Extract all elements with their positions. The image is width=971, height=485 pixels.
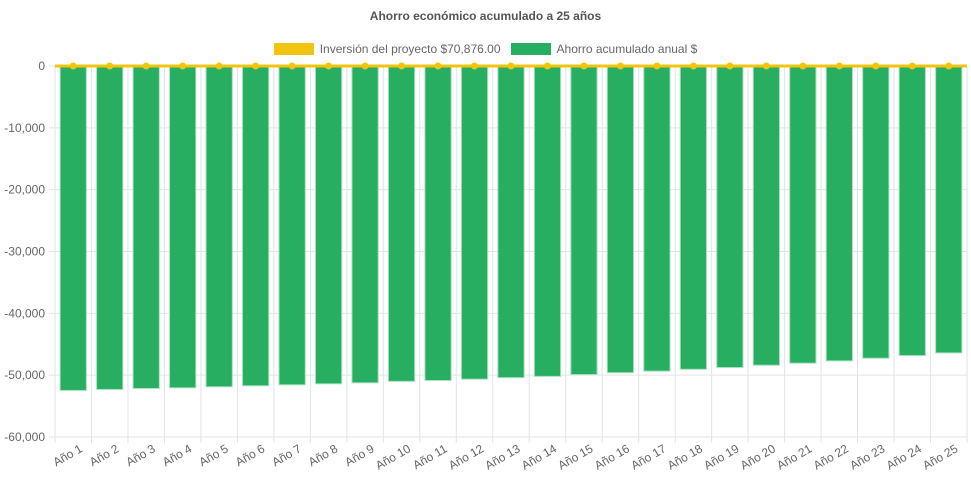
legend-label: Ahorro acumulado anual $ (556, 42, 698, 56)
x-tick-label: Año 23 (847, 441, 887, 472)
legend-item-investment[interactable]: Inversión del proyecto $70,876.00 (273, 42, 501, 56)
line-point (215, 62, 223, 70)
bar (59, 65, 87, 391)
legend-label: Inversión del proyecto $70,876.00 (319, 42, 501, 56)
bar (862, 65, 890, 359)
x-tick-label: Año 3 (124, 441, 158, 469)
line-point (580, 62, 588, 70)
x-tick-label: Año 7 (269, 441, 303, 469)
line-point (908, 62, 916, 70)
bar (752, 65, 780, 366)
x-tick-label: Año 8 (306, 441, 340, 469)
x-tick-label: Año 9 (342, 441, 376, 469)
x-tick-label: Año 12 (446, 441, 486, 472)
bar (643, 65, 671, 372)
y-tick-label: -10,000 (4, 121, 45, 135)
bar (716, 65, 744, 368)
line-point (543, 62, 551, 70)
line-point (106, 62, 114, 70)
line-point (835, 62, 843, 70)
x-tick-label: Año 18 (665, 441, 705, 472)
x-tick-label: Año 11 (410, 441, 449, 472)
bar (387, 65, 416, 382)
line-point (142, 62, 150, 70)
legend-item-savings[interactable]: Ahorro acumulado anual $ (510, 42, 698, 56)
x-tick-label: Año 14 (519, 441, 559, 472)
line-point (398, 62, 406, 70)
y-tick-label: 0 (38, 59, 45, 73)
x-tick-label: Año 22 (811, 441, 851, 472)
x-tick-label: Año 2 (87, 441, 121, 469)
bar (242, 65, 270, 387)
bar (679, 65, 708, 370)
line-point (325, 62, 333, 70)
x-tick-label: Año 4 (160, 441, 194, 469)
x-tick-label: Año 16 (592, 441, 632, 472)
y-tick-label: -30,000 (4, 245, 45, 259)
bar (606, 65, 635, 374)
line-point (361, 62, 369, 70)
x-tick-label: Año 15 (556, 441, 596, 472)
bar (96, 65, 124, 390)
line-point (689, 62, 697, 70)
x-tick-label: Año 20 (738, 441, 778, 472)
bar (278, 65, 306, 386)
line-point (471, 62, 479, 70)
bar (898, 65, 926, 357)
x-tick-label: Año 10 (373, 441, 413, 472)
bar (460, 65, 489, 380)
line-point (179, 62, 187, 70)
line-point (507, 62, 515, 70)
legend-swatch (510, 43, 551, 55)
y-tick-label: -50,000 (4, 368, 45, 382)
bar (205, 65, 233, 388)
y-tick-label: -60,000 (4, 430, 45, 444)
legend-swatch (273, 43, 314, 55)
bar (497, 65, 525, 379)
line-point (945, 62, 953, 70)
line-point (434, 62, 442, 70)
line-point (616, 62, 624, 70)
line-point (726, 62, 734, 70)
bar (132, 65, 160, 389)
bar (789, 65, 817, 364)
x-tick-label: Año 21 (774, 441, 814, 472)
y-tick-label: -40,000 (4, 306, 45, 320)
bar (351, 65, 379, 384)
line-point (872, 62, 880, 70)
line-point (69, 62, 77, 70)
x-tick-label: Año 1 (51, 441, 85, 469)
legend: Inversión del proyecto $70,876.00 Ahorro… (0, 42, 971, 56)
bar (424, 65, 452, 381)
x-tick-label: Año 17 (628, 441, 668, 472)
line-point (762, 62, 770, 70)
chart-title: Ahorro económico acumulado a 25 años (369, 9, 602, 23)
y-tick-label: -20,000 (4, 183, 45, 197)
x-tick-label: Año 24 (884, 441, 924, 472)
x-tick-label: Año 13 (483, 441, 523, 472)
line-point (252, 62, 260, 70)
line-point (653, 62, 661, 70)
bar (935, 65, 963, 354)
x-tick-label: Año 6 (233, 441, 267, 469)
line-point (288, 62, 296, 70)
bar (570, 65, 598, 376)
bar (533, 65, 562, 377)
bar (825, 65, 853, 362)
x-tick-label: Año 19 (701, 441, 741, 472)
x-tick-label: Año 25 (920, 441, 960, 472)
line-point (799, 62, 807, 70)
x-tick-label: Año 5 (197, 441, 231, 469)
bar (314, 65, 343, 385)
bar (169, 65, 197, 389)
